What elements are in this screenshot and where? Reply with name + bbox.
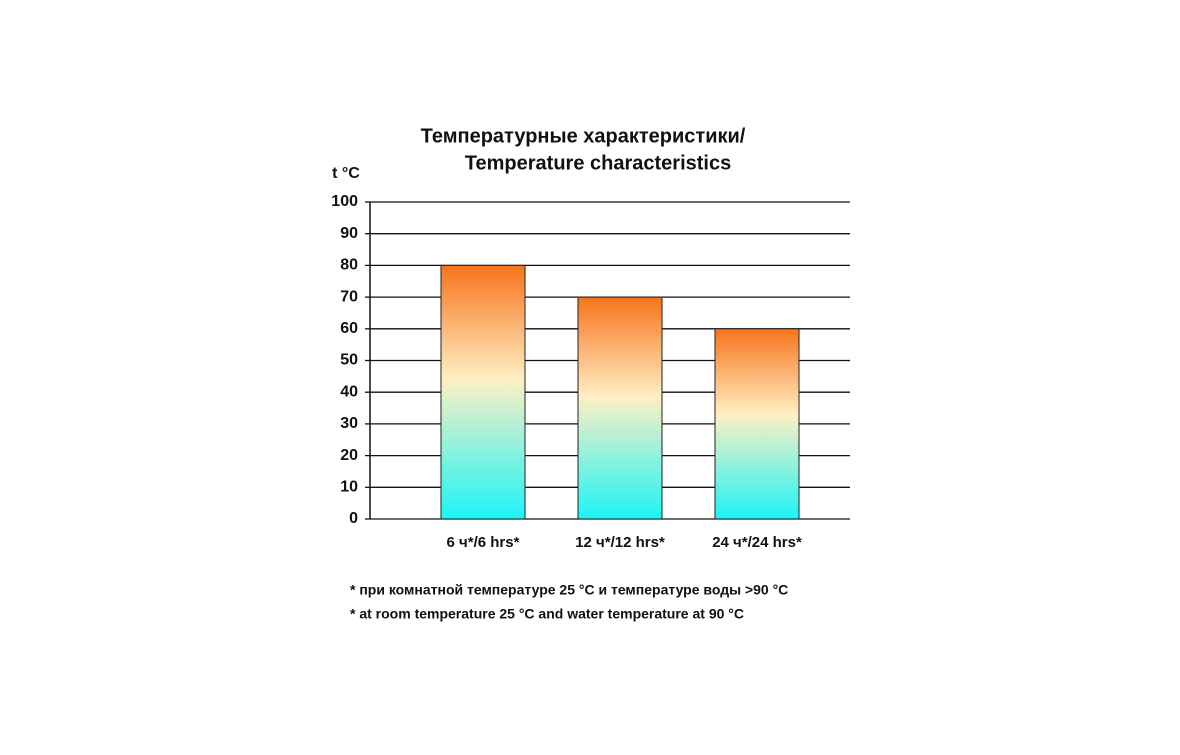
y-tick-label: 50	[340, 352, 358, 369]
y-tick-label: 10	[340, 479, 358, 496]
y-tick-label: 60	[340, 320, 358, 337]
x-tick-label: 12 ч*/12 hrs*	[575, 534, 665, 551]
bar	[440, 264, 526, 520]
y-tick-label: 40	[340, 383, 358, 400]
y-tick-label: 90	[340, 225, 358, 242]
y-tick-label: 80	[340, 257, 358, 274]
chart-title: Temperature characteristics	[465, 152, 731, 174]
x-tick-label: 6 ч*/6 hrs*	[447, 534, 520, 551]
x-tick-label: 24 ч*/24 hrs*	[712, 534, 802, 551]
y-tick-label: 20	[340, 447, 358, 464]
bar	[714, 328, 800, 520]
footnote: * at room temperature 25 °C and water te…	[350, 606, 744, 622]
y-axis-label: t °C	[332, 165, 360, 182]
chart-title: Температурные характеристики/	[421, 125, 746, 147]
y-tick-label: 30	[340, 415, 358, 432]
footnote: * при комнатной температуре 25 °C и темп…	[350, 582, 788, 598]
y-tick-label: 70	[340, 288, 358, 305]
y-tick-label: 100	[331, 193, 358, 210]
bar	[577, 296, 663, 520]
y-tick-label: 0	[349, 510, 358, 527]
